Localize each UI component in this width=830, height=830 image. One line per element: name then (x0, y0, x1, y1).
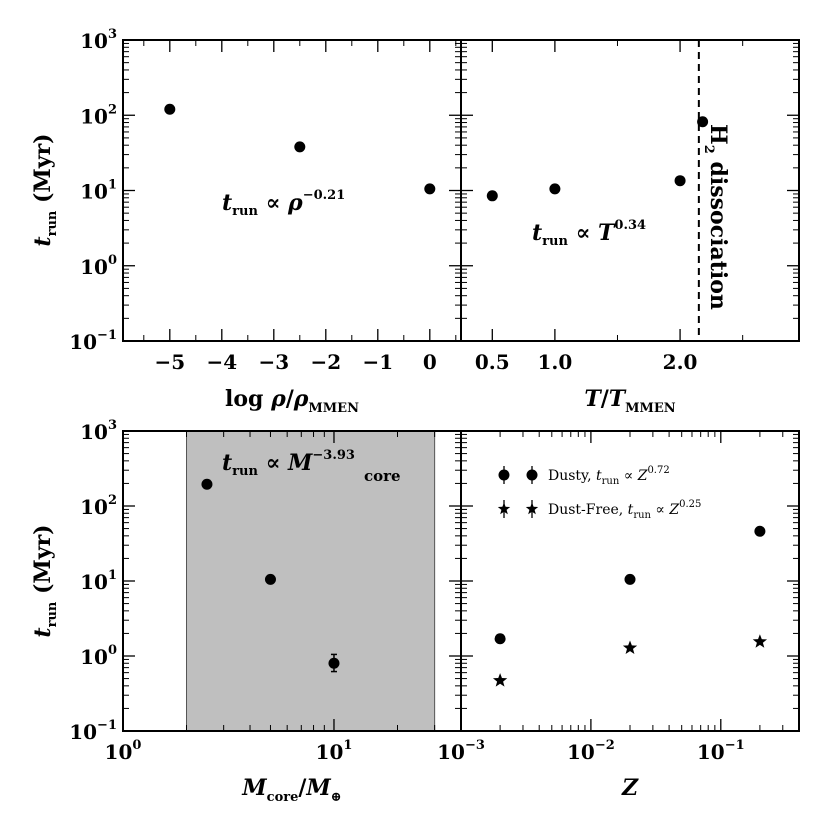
data-point (328, 657, 340, 669)
data-point-star (752, 634, 768, 648)
x-tick-label: −3 (258, 350, 289, 374)
panel-bottom-right: 10−3 10−2 10−1 Dusty, trun ∝ Z0.72 Dust-Free… (437, 430, 800, 764)
data-point (424, 183, 436, 195)
x-tick-label: 0 (423, 350, 437, 374)
y-axis-label: trun (Myr) (30, 524, 60, 637)
y-tick-label: 100 (80, 253, 117, 279)
y-axis-label: trun (Myr) (30, 133, 60, 246)
y-tick-label: 100 (80, 643, 117, 669)
data-point (486, 190, 498, 202)
y-tick-label: 103 (80, 418, 117, 444)
data-point (697, 116, 709, 128)
x-tick-label: 0.5 (475, 350, 510, 374)
y-tick-label: 102 (80, 102, 117, 128)
x-tick-label: 2.0 (663, 350, 698, 374)
panel-frame (460, 430, 800, 732)
x-tick-label: 10−2 (567, 738, 615, 764)
x-tick-label: 1.0 (537, 350, 572, 374)
x-tick-label: −2 (310, 350, 341, 374)
x-axis-label-rho: log ρ/ρMMEN (225, 386, 359, 416)
x-tick-label: 10−3 (437, 738, 485, 764)
x-axis-label-temperature: T/TMMEN (584, 386, 675, 416)
x-tick-label: 101 (316, 738, 353, 764)
annotation-subscript: core (364, 467, 401, 485)
data-point (549, 183, 561, 195)
x-tick-label: 100 (105, 738, 142, 764)
data-point (754, 525, 766, 537)
legend-label: Dust-Free, trun ∝ Z0.25 (548, 499, 701, 521)
x-axis-label-z: Z (621, 775, 639, 801)
data-point (201, 478, 213, 490)
panel-frame (460, 39, 800, 342)
y-tick-label: 10−1 (69, 328, 117, 354)
data-point (674, 175, 686, 187)
y-tick-label: 102 (80, 493, 117, 519)
data-point (494, 633, 506, 645)
panel-top-right: 0.5 1.0 2.0 H2 dissociation trun ∝ T0.34 (460, 39, 800, 374)
data-point (164, 103, 176, 115)
data-point (264, 573, 276, 585)
dissociation-label: H2 dissociation (701, 124, 731, 310)
y-tick-label: 103 (80, 27, 117, 53)
x-tick-label: −4 (206, 350, 237, 374)
x-tick-label: −5 (154, 350, 185, 374)
legend-label: Dusty, trun ∝ Z0.72 (548, 465, 670, 487)
x-tick-label: 10−1 (697, 738, 745, 764)
data-point (624, 573, 636, 585)
data-point (294, 141, 306, 153)
scaling-annotation: trun ∝ M−3.93 (222, 448, 355, 479)
scaling-annotation: trun ∝ ρ−0.21 (222, 188, 345, 219)
data-point-star (492, 673, 508, 687)
y-tick-label: 10−1 (69, 718, 117, 744)
y-tick-label: 101 (80, 178, 117, 204)
y-tick-label: 101 (80, 568, 117, 594)
x-axis-label-mcore: Mcore/M⊕ (241, 775, 341, 805)
data-point-star (622, 640, 638, 655)
panel-top-left: 10−1 100 101 102 103 −5 −4 −3 −2 −1 0 trun ∝ ρ−0.21 (69, 27, 462, 374)
shaded-region (186, 430, 436, 732)
x-tick-label: −1 (362, 350, 393, 374)
scaling-annotation: trun ∝ T0.34 (532, 218, 646, 249)
